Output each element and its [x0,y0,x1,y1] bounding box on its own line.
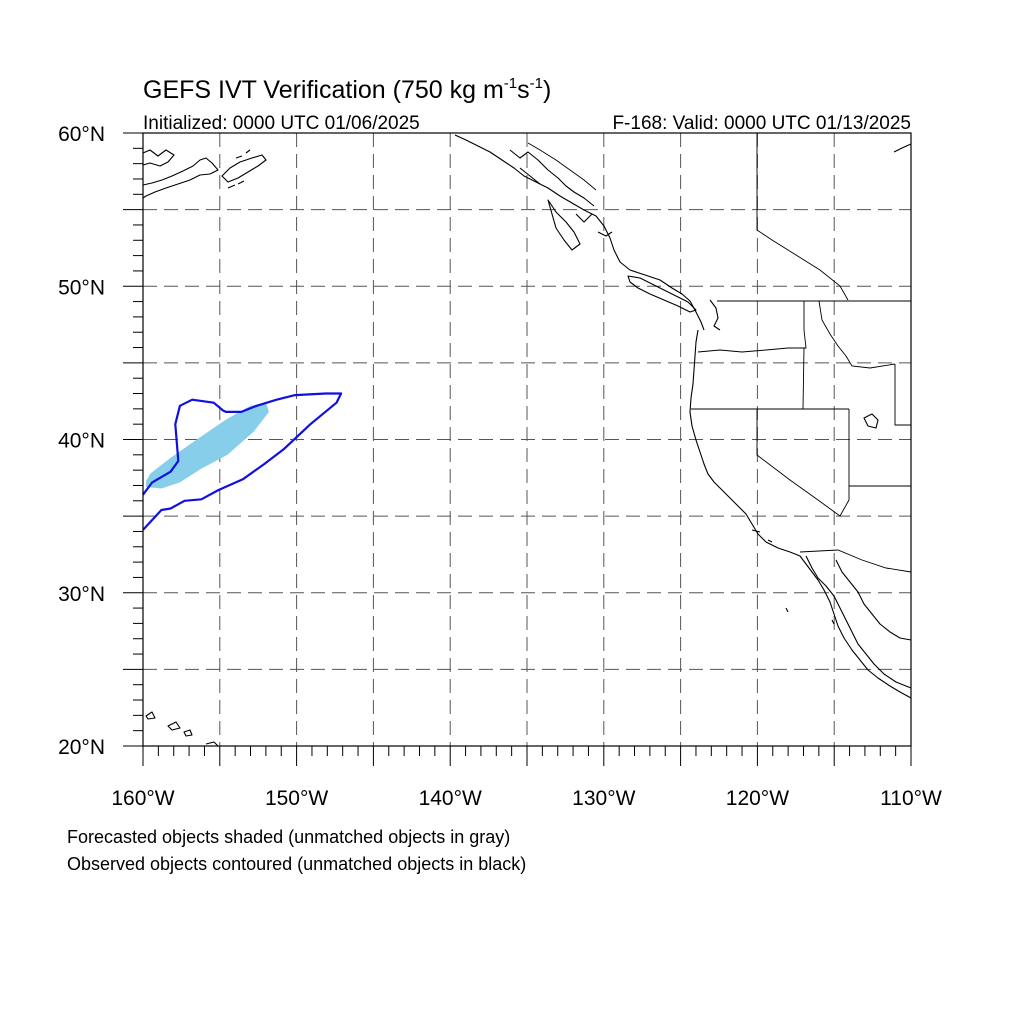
lat-label: 30°N [58,583,105,606]
lon-label: 120°W [726,787,789,810]
lat-label: 60°N [58,123,105,146]
observed-object-contour [142,392,343,531]
forecast-object-shaded [146,402,269,489]
great-salt-lake [863,413,879,429]
graticule [143,133,911,746]
kodiak-island [221,154,267,183]
lat-label: 40°N [58,430,105,453]
nevada-california-border [756,409,841,517]
alaska-bc-border [527,142,597,191]
wyoming-border [894,364,911,426]
vancouver-island [627,275,697,313]
panhandle-islands [509,149,613,251]
map-panel [142,132,912,747]
lon-label: 110°W [880,787,942,810]
longitude-labels: 160°W 150°W 140°W 130°W 120°W 110°W [111,787,942,810]
channel-islands [751,529,835,625]
lon-label: 160°W [111,787,174,810]
political-borders [527,133,912,573]
puget-sound [709,299,721,331]
lat-label: 20°N [58,736,105,759]
hudson-fragment [893,143,912,153]
lon-label: 130°W [572,787,635,810]
map-title: GEFS IVT Verification (750 kg m-1s-1) [143,75,551,104]
legend-note-observed: Observed objects contoured (unmatched ob… [67,854,526,874]
nevada-utah-border [839,409,850,517]
legend-note-forecast: Forecasted objects shaded (unmatched obj… [67,827,510,847]
idaho-border [802,300,896,410]
init-time-label: Initialized: 0000 UTC 01/06/2025 [143,113,420,134]
alaska-peninsula-south-coast [142,157,219,199]
alaska-canada-border [756,133,849,301]
aleutian-islets [227,149,251,189]
washington-oregon-border [697,301,807,353]
latitude-labels: 60°N 50°N 40°N 30°N 20°N [58,123,105,759]
alaska-peninsula-coast [142,149,175,167]
lon-label: 150°W [265,787,328,810]
hawaii-islands [145,711,219,747]
lat-label: 50°N [58,276,105,299]
us-west-coast [689,329,912,699]
gulf-of-alaska-coast [454,134,705,331]
coastlines [142,134,912,747]
axis-ticks [123,132,912,766]
us-mexico-border [799,549,912,573]
baja-california [805,555,912,689]
valid-time-label: F-168: Valid: 0000 UTC 01/13/2025 [612,113,911,134]
lon-label: 140°W [419,787,482,810]
